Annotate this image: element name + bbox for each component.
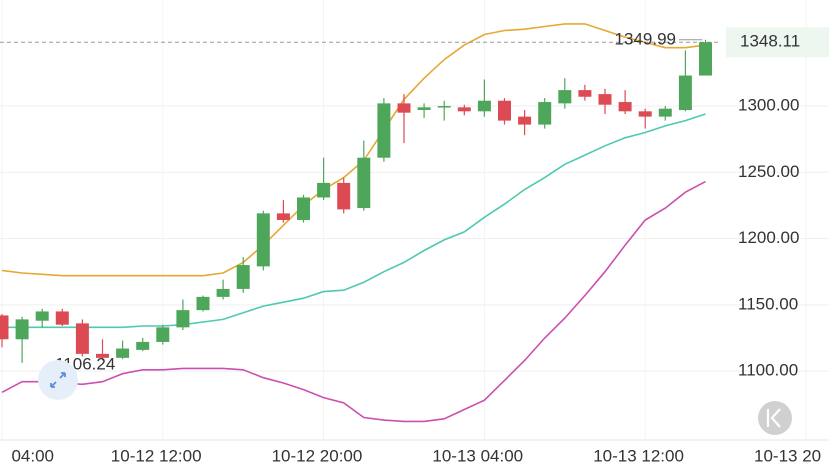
candle-body xyxy=(55,311,69,325)
candle-body xyxy=(538,102,552,125)
last-price-box xyxy=(726,27,829,58)
grid xyxy=(0,0,829,440)
candle-body xyxy=(518,116,532,125)
x-tick-label: 10-12 20:00 xyxy=(272,446,363,465)
y-tick-label: 1250.00 xyxy=(738,162,799,181)
y-tick-label: 1100.00 xyxy=(738,361,798,380)
candle-body xyxy=(96,353,109,358)
candle-body xyxy=(0,315,9,340)
x-tick-label: 10-13 04:00 xyxy=(432,446,523,465)
x-tick-label: 10-12 12:00 xyxy=(111,446,202,465)
candle-body xyxy=(15,319,29,340)
candle-body xyxy=(317,182,331,198)
candle-body xyxy=(578,90,592,97)
candle-body xyxy=(377,103,391,158)
candle-body xyxy=(678,75,692,110)
candle-body xyxy=(337,182,351,210)
candle-body xyxy=(417,107,431,110)
candle-body xyxy=(699,42,712,76)
candle-body xyxy=(357,157,371,209)
band-line xyxy=(2,113,706,329)
candle-body xyxy=(276,213,290,220)
candle-body xyxy=(437,106,451,108)
band-line xyxy=(1,180,706,423)
x-tick-label: 10-13 12:00 xyxy=(593,446,684,465)
y-tick-label: 1200.00 xyxy=(738,228,799,247)
candle-body xyxy=(176,310,190,328)
candle-body xyxy=(618,102,632,112)
candle-body xyxy=(256,213,270,267)
candle-body xyxy=(598,94,612,105)
y-tick-label: 1150.00 xyxy=(738,294,798,313)
candle-body xyxy=(457,107,471,112)
candle-body xyxy=(116,348,130,358)
candle-body xyxy=(196,296,210,311)
candle-body xyxy=(638,111,652,117)
candle-body xyxy=(156,327,170,342)
last-price-label: 1348.11 xyxy=(740,32,800,51)
axes: 1100.00 1150.00 1200.00 1250.00 1300.00 04:00… xyxy=(0,27,829,465)
expand-icon[interactable] xyxy=(50,372,66,388)
candle-body xyxy=(658,108,672,117)
candle-body xyxy=(136,341,150,350)
candle-body xyxy=(236,265,250,289)
candle-body xyxy=(397,103,411,113)
candle-body xyxy=(297,197,310,220)
candle-body xyxy=(216,288,230,297)
candle-body xyxy=(35,311,49,321)
x-tick-label: 04:00 xyxy=(11,446,54,465)
expand-icon-bg[interactable] xyxy=(38,360,78,400)
candle-body xyxy=(558,90,572,104)
high-label: 1349.99 xyxy=(615,29,676,48)
x-tick-label: 10-13 20 xyxy=(754,446,821,465)
reset-button[interactable] xyxy=(758,401,792,435)
reset-icon[interactable] xyxy=(766,408,781,428)
band-line xyxy=(1,23,706,277)
candle-body xyxy=(477,100,491,112)
candle-body xyxy=(75,323,89,354)
plot-area xyxy=(0,23,720,423)
y-tick-label: 1300.00 xyxy=(738,96,799,115)
candle-body xyxy=(498,100,511,121)
